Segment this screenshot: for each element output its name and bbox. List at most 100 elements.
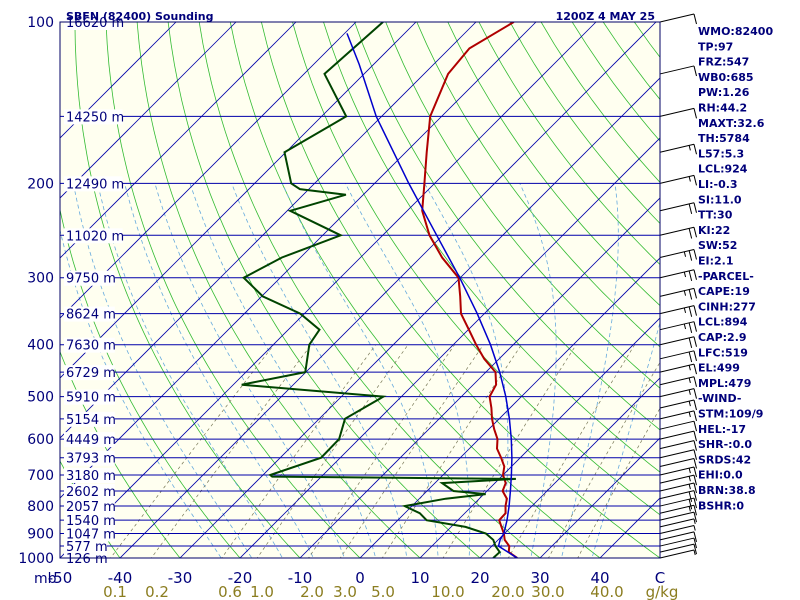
mixing-ratio-line xyxy=(110,344,275,558)
temperature-tick: -20 xyxy=(228,569,253,587)
mixing-ratio-label: 2.0 xyxy=(300,583,324,600)
temperature-tick: -30 xyxy=(168,569,193,587)
temperature-tick: 10 xyxy=(410,569,429,587)
height-label: 4449 m xyxy=(66,433,116,448)
barb-flag xyxy=(688,499,693,510)
isotherm-line xyxy=(60,22,597,558)
pressure-label: 900 xyxy=(27,526,54,542)
barb-flag xyxy=(693,399,697,411)
wind-barb xyxy=(659,143,697,155)
isotherm-line xyxy=(479,377,660,558)
plot-frame xyxy=(59,21,661,559)
index-label: WMO:82400 xyxy=(698,25,773,38)
index-label: LCL:894 xyxy=(698,316,748,329)
barb-shaft xyxy=(659,466,695,476)
isotherm-line xyxy=(60,22,477,439)
barb-shaft xyxy=(659,376,695,386)
barb-flag xyxy=(693,336,697,347)
barb-shaft xyxy=(659,549,695,559)
wind-barb xyxy=(659,543,697,555)
height-label: 126 m xyxy=(66,552,108,567)
dry-adiabat-line xyxy=(385,22,660,389)
barb-flag xyxy=(688,351,693,363)
barb-shaft xyxy=(659,474,695,484)
barb-flag xyxy=(688,389,691,395)
barb-flag xyxy=(688,145,691,151)
mixing-ratio-line xyxy=(150,344,312,558)
barb-flag xyxy=(688,506,691,512)
barb-shaft xyxy=(659,449,695,459)
height-label-bg xyxy=(64,411,115,427)
isotherm-line xyxy=(60,22,357,319)
height-label-bg xyxy=(64,526,115,542)
barb-flag xyxy=(693,13,697,25)
height-label: 5910 m xyxy=(66,391,116,406)
barb-flag xyxy=(693,175,697,186)
mixing-ratio-label: 20.0 xyxy=(491,583,524,600)
mixing-ratio-label: 30.0 xyxy=(531,583,564,600)
barb-shaft xyxy=(659,430,695,440)
sounding-time: 1200Z 4 MAY 25 xyxy=(556,10,655,23)
index-label: FRZ:547 xyxy=(698,56,749,69)
height-label-bg xyxy=(64,176,123,192)
barb-flag xyxy=(693,364,697,375)
height-label-bg xyxy=(64,109,123,125)
temperature-tick: -50 xyxy=(48,569,73,587)
wind-barb xyxy=(659,482,697,494)
height-label-bg xyxy=(64,432,115,448)
wind-barb xyxy=(659,490,697,502)
height-label: 2602 m xyxy=(66,485,116,500)
mixing-ratio-label: 5.0 xyxy=(371,583,395,600)
mixing-ratio-label: 40.0 xyxy=(590,583,623,600)
dry-adiabat-line xyxy=(60,350,181,558)
moist-adiabat-line xyxy=(281,183,439,558)
wind-barb xyxy=(659,524,696,534)
height-label-bg xyxy=(64,306,115,322)
barb-shaft xyxy=(659,226,695,236)
index-label: EI:2.1 xyxy=(698,255,734,268)
mixing-ratio-line xyxy=(442,344,577,558)
height-label-bg xyxy=(64,539,107,555)
mixing-ratio-label: 1.0 xyxy=(250,583,274,600)
mixing-ratio-label: 0.2 xyxy=(145,583,169,600)
wind-barb xyxy=(659,420,697,432)
wind-barb xyxy=(659,336,697,348)
barb-shaft xyxy=(659,107,695,117)
barb-flag xyxy=(693,421,697,432)
index-label: L57:5.3 xyxy=(698,147,744,160)
barb-flag xyxy=(693,482,697,494)
barb-flag xyxy=(688,468,691,474)
barb-flag xyxy=(693,388,697,399)
height-label: 6729 m xyxy=(66,366,116,381)
index-label: CAPE:19 xyxy=(698,285,750,298)
temperature-profile xyxy=(421,22,518,558)
mixing-ratio-label: 0.6 xyxy=(218,583,242,600)
barb-flag xyxy=(683,323,687,330)
wind-barb xyxy=(659,504,697,516)
height-label-bg xyxy=(64,484,115,500)
indices-panel: WMO:82400 TP:97 FRZ:547 WB0:685 PW:1.26 RH:44… xyxy=(698,25,773,512)
barb-flag xyxy=(693,144,697,155)
wind-barb xyxy=(659,248,697,261)
barb-flag xyxy=(693,269,697,280)
barb-shaft xyxy=(659,388,695,398)
barb-shaft xyxy=(659,543,695,553)
barb-flag xyxy=(693,108,697,119)
moist-adiabat-line xyxy=(519,183,557,558)
barb-shaft xyxy=(659,518,695,528)
index-label: EL:499 xyxy=(698,362,740,375)
dewpoint-profile xyxy=(241,22,516,558)
pressure-label: 200 xyxy=(27,176,54,192)
height-label-bg xyxy=(64,365,115,381)
barb-flag xyxy=(693,549,696,556)
index-label: LCL:924 xyxy=(698,163,748,176)
barb-flag xyxy=(693,497,697,509)
temperature-tick: 20 xyxy=(470,569,489,587)
barb-flag xyxy=(693,288,697,299)
barb-flag xyxy=(688,289,693,300)
index-label: BRN:38.8 xyxy=(698,484,756,497)
height-label: 3793 m xyxy=(66,452,116,467)
height-label: 16620 m xyxy=(66,16,124,31)
barb-shaft xyxy=(659,410,695,420)
pressure-label: 1000 xyxy=(18,551,54,567)
